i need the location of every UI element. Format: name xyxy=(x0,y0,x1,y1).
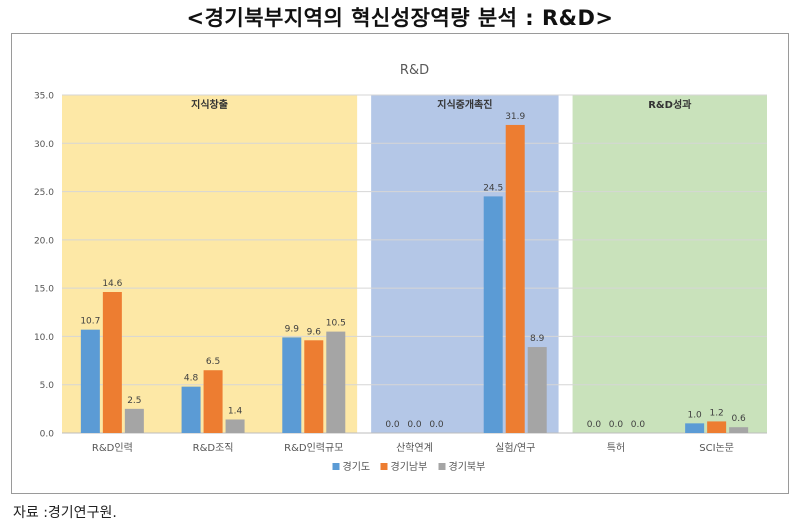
legend-swatch xyxy=(380,463,388,470)
data-label: 1.4 xyxy=(228,406,243,416)
bar xyxy=(203,370,223,433)
y-tick-label: 35.0 xyxy=(34,92,54,102)
data-label: 1.0 xyxy=(687,410,702,420)
y-tick-label: 20.0 xyxy=(34,236,54,246)
data-label: 10.5 xyxy=(326,319,346,329)
bar xyxy=(505,124,525,434)
y-tick-label: 10.0 xyxy=(34,333,54,343)
data-label: 14.6 xyxy=(102,279,122,289)
x-tick-label: 실험/연구 xyxy=(495,442,535,454)
y-tick-label: 15.0 xyxy=(34,285,54,295)
x-tick-label: SCI논문 xyxy=(699,442,734,454)
data-label: 24.5 xyxy=(483,183,503,193)
source-note: 자료 :경기연구원. xyxy=(13,505,117,521)
bar xyxy=(304,340,324,433)
bar xyxy=(102,292,122,433)
x-tick-label: 특허 xyxy=(607,442,625,454)
data-label: 0.6 xyxy=(731,414,746,424)
legend-label: 경기남부 xyxy=(391,460,428,473)
bar xyxy=(685,423,705,433)
bar xyxy=(707,421,727,433)
bar xyxy=(181,386,201,433)
page-title: <경기북부지역의 혁신성장역량 분석 : R&D> xyxy=(186,6,614,30)
x-tick-label: R&D인력규모 xyxy=(284,442,343,454)
data-label: 31.9 xyxy=(505,112,525,122)
legend-swatch xyxy=(438,463,446,470)
x-tick-label: 산학연계 xyxy=(396,442,433,454)
y-tick-label: 25.0 xyxy=(34,188,54,198)
data-label: 10.7 xyxy=(80,317,100,327)
data-label: 0.0 xyxy=(407,420,422,430)
group-background-2 xyxy=(371,95,559,433)
x-tick-label: R&D인력 xyxy=(92,442,133,454)
data-label: 0.0 xyxy=(385,420,400,430)
chart-frame: 지식창출 지식중개촉진 R&D성과 0.0 5.0 10.0 15.0 20.0 25.0 30.… xyxy=(11,33,789,494)
bar xyxy=(326,331,346,433)
bar xyxy=(527,347,547,433)
group-background-3 xyxy=(572,95,767,433)
legend-label: 경기북부 xyxy=(449,460,486,473)
data-label: 0.0 xyxy=(429,420,444,430)
group-label: 지식중개촉진 xyxy=(437,98,492,111)
bar xyxy=(729,427,749,433)
group-label: 지식창출 xyxy=(191,98,228,111)
data-label: 9.6 xyxy=(307,327,322,337)
legend-label: 경기도 xyxy=(343,460,371,473)
chart-title: R&D xyxy=(400,63,429,78)
data-label: 0.0 xyxy=(609,420,624,430)
bar xyxy=(282,337,302,433)
data-label: 1.2 xyxy=(709,408,723,418)
data-label: 9.9 xyxy=(285,324,300,334)
data-label: 4.8 xyxy=(184,374,199,384)
bar xyxy=(225,419,245,433)
bar xyxy=(80,329,100,433)
group-label: R&D성과 xyxy=(648,98,692,111)
y-tick-label: 5.0 xyxy=(40,381,55,391)
bar xyxy=(483,196,503,433)
data-label: 6.5 xyxy=(206,357,220,367)
data-label: 8.9 xyxy=(530,334,545,344)
data-label: 0.0 xyxy=(587,420,602,430)
data-label: 0.0 xyxy=(631,420,646,430)
legend-swatch xyxy=(332,463,340,470)
bar xyxy=(124,408,144,433)
bar-chart: 지식창출 지식중개촉진 R&D성과 0.0 5.0 10.0 15.0 20.0 25.0 30.… xyxy=(34,63,767,473)
y-tick-label: 0.0 xyxy=(40,430,55,440)
y-tick-label: 30.0 xyxy=(34,140,54,150)
data-label: 2.5 xyxy=(127,396,141,406)
x-tick-label: R&D조직 xyxy=(193,442,234,454)
